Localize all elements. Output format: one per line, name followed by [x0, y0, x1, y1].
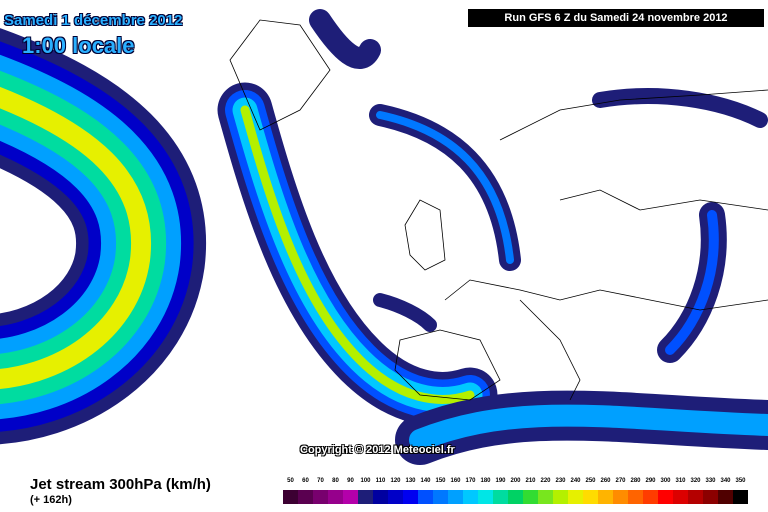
legend-label: 200	[510, 478, 521, 484]
run-info: Run GFS 6 Z du Samedi 24 novembre 2012	[468, 9, 764, 27]
legend-swatch	[733, 490, 748, 504]
legend-label: 140	[420, 478, 431, 484]
copyright: Copyright © 2012 Meteociel.fr	[300, 444, 455, 456]
legend-label: 190	[495, 478, 506, 484]
legend-label: 260	[600, 478, 611, 484]
jet-band	[409, 404, 768, 451]
legend-label: 230	[555, 478, 566, 484]
legend-swatch	[643, 490, 658, 504]
legend-label: 290	[645, 478, 656, 484]
jet-band	[240, 105, 475, 404]
legend-swatch	[448, 490, 463, 504]
legend-label: 340	[720, 478, 731, 484]
map-title: Jet stream 300hPa (km/h)	[30, 476, 211, 493]
legend-label: 100	[360, 478, 371, 484]
legend-label: 180	[480, 478, 491, 484]
legend-swatch	[283, 490, 298, 504]
coastline	[394, 329, 501, 401]
coastlines	[229, 19, 768, 401]
jet-band	[309, 9, 381, 69]
legend-label: 50	[287, 478, 294, 484]
legend-label: 150	[435, 478, 446, 484]
coastline	[499, 89, 768, 141]
coastline	[404, 199, 446, 271]
forecast-time: 1:00 locale	[22, 33, 135, 58]
coastline	[229, 19, 331, 131]
legend-swatch	[358, 490, 373, 504]
legend-label: 270	[615, 478, 626, 484]
jet-band	[592, 88, 768, 128]
legend-swatch	[298, 490, 313, 504]
legend-label: 120	[390, 478, 401, 484]
lead-time: (+ 162h)	[30, 494, 72, 506]
legend-label: 300	[660, 478, 671, 484]
legend-label: 60	[302, 478, 309, 484]
legend-swatch	[688, 490, 703, 504]
legend-swatch	[673, 490, 688, 504]
legend-label: 70	[317, 478, 324, 484]
legend-swatch	[478, 490, 493, 504]
coastline	[444, 279, 768, 311]
legend-label: 210	[525, 478, 536, 484]
legend-swatch	[613, 490, 628, 504]
legend-swatch	[703, 490, 718, 504]
legend-swatch	[418, 490, 433, 504]
legend-swatch	[598, 490, 613, 504]
jet-band	[0, 86, 152, 389]
legend-label: 110	[375, 478, 386, 484]
jet-streams	[0, 9, 768, 465]
legend-swatch	[538, 490, 553, 504]
legend-label: 330	[705, 478, 716, 484]
legend-label: 310	[675, 478, 686, 484]
coastline	[559, 189, 768, 211]
legend-label: 220	[540, 478, 551, 484]
legend-label: 350	[735, 478, 746, 484]
legend-swatch	[328, 490, 343, 504]
legend-swatch	[493, 490, 508, 504]
legend-swatch	[433, 490, 448, 504]
legend-label: 250	[585, 478, 596, 484]
jet-band	[665, 210, 719, 355]
legend-swatch	[658, 490, 673, 504]
legend-label: 240	[570, 478, 581, 484]
legend-swatch	[568, 490, 583, 504]
legend-swatch	[313, 490, 328, 504]
legend-swatch	[553, 490, 568, 504]
jet-band	[376, 111, 514, 264]
legend-swatch	[373, 490, 388, 504]
legend-label: 280	[630, 478, 641, 484]
legend-swatch	[718, 490, 733, 504]
legend-label: 160	[450, 478, 461, 484]
legend-label: 80	[332, 478, 339, 484]
legend-swatch	[508, 490, 523, 504]
legend-label: 90	[347, 478, 354, 484]
legend-swatch	[388, 490, 403, 504]
legend-label: 320	[690, 478, 701, 484]
legend-swatch	[343, 490, 358, 504]
legend-label: 170	[465, 478, 476, 484]
legend-swatch	[583, 490, 598, 504]
jet-band	[373, 293, 437, 332]
legend-swatch	[463, 490, 478, 504]
coastline	[519, 299, 581, 401]
legend-swatch	[523, 490, 538, 504]
legend-swatch	[628, 490, 643, 504]
forecast-date: Samedi 1 décembre 2012	[4, 12, 183, 29]
legend-label: 130	[405, 478, 416, 484]
legend-swatch	[403, 490, 418, 504]
